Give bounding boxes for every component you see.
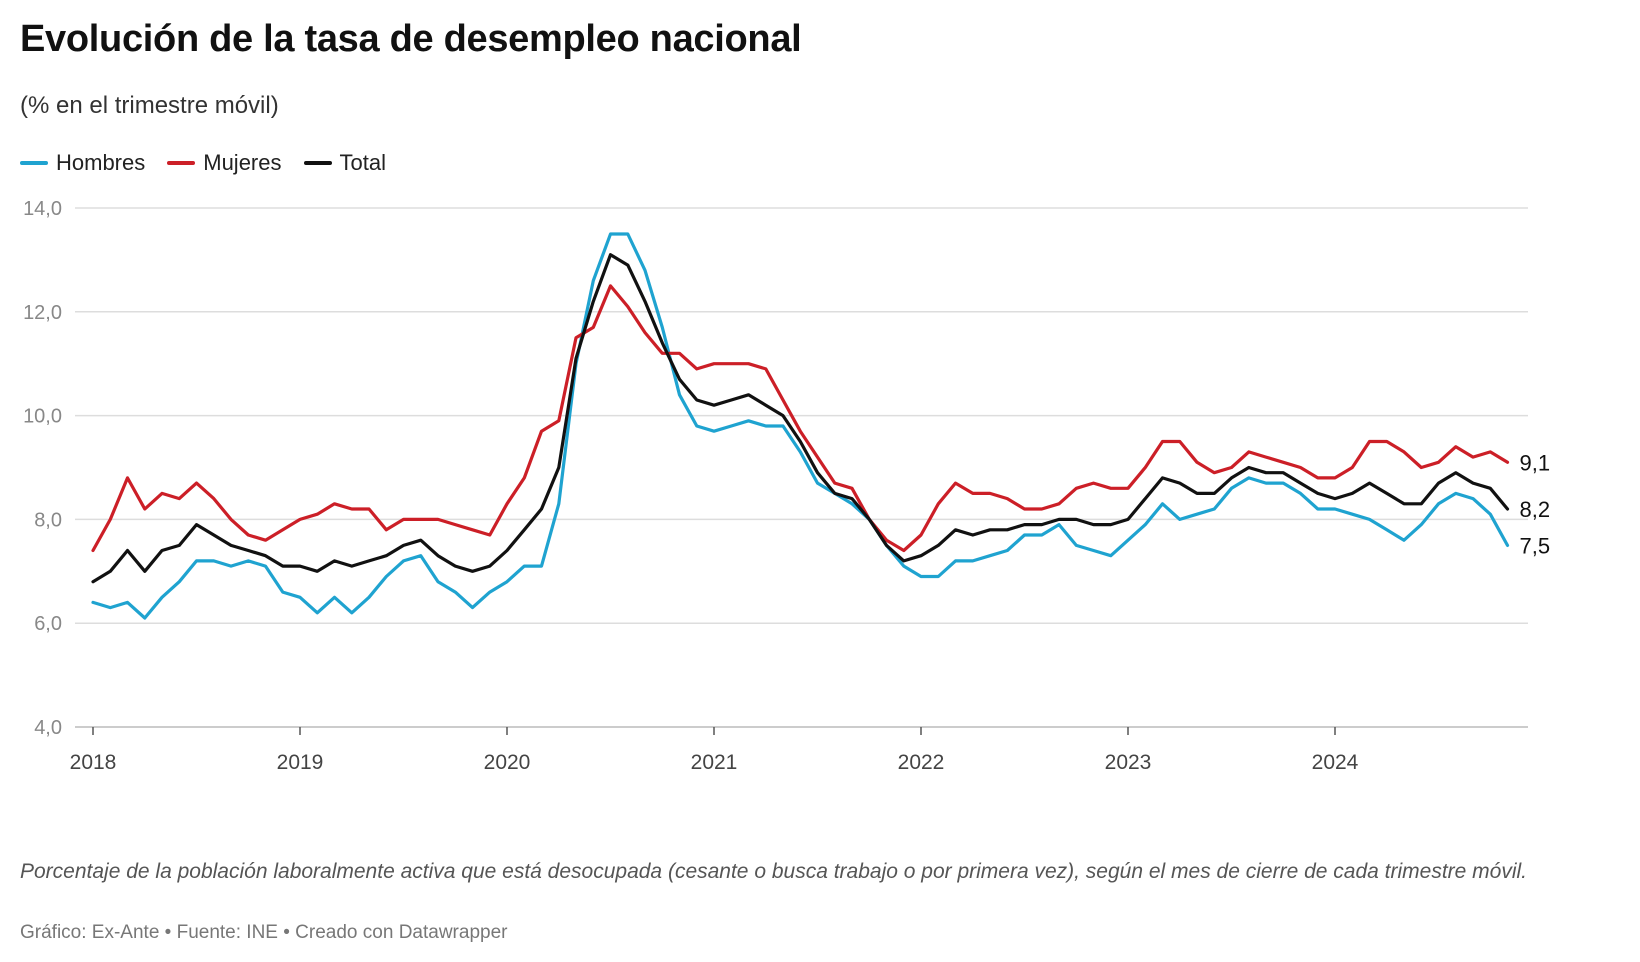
- legend-item-hombres: Hombres: [20, 150, 145, 176]
- chart-footer: Gráfico: Ex-Ante • Fuente: INE • Creado …: [20, 922, 508, 943]
- x-tick-label: 2018: [70, 751, 117, 774]
- series-line-mujeres: [91, 284, 1510, 553]
- legend-swatch-total: [303, 161, 332, 165]
- legend-label-hombres: Hombres: [56, 150, 146, 175]
- series-line-total: [91, 253, 1510, 584]
- y-tick-label: 8,0: [34, 509, 62, 531]
- grid: [75, 207, 1528, 728]
- y-axis-ticks: 4,0 6,0 8,0 10,0 12,0 14,0: [23, 198, 62, 739]
- x-tick-label: 2023: [1105, 751, 1152, 774]
- x-tick-label: 2020: [484, 751, 531, 774]
- legend-swatch-hombres: [20, 161, 48, 165]
- y-tick-label: 4,0: [34, 717, 62, 739]
- x-tick-label: 2021: [691, 751, 738, 774]
- y-tick-label: 14,0: [23, 198, 62, 220]
- chart-note: Porcentaje de la población laboralmente …: [20, 860, 1527, 883]
- chart-title: Evolución de la tasa de desempleo nacion…: [20, 18, 802, 60]
- end-labels: 7,5 9,1 8,2: [1520, 450, 1551, 558]
- x-axis-ticks: 2018 2019 2020 2021 2022 2023 2024: [70, 727, 1359, 774]
- x-tick-label: 2024: [1312, 751, 1359, 774]
- legend-item-total: Total: [303, 150, 386, 176]
- legend-label-mujeres: Mujeres: [203, 150, 282, 175]
- chart-subtitle: (% en el trimestre móvil): [20, 92, 279, 119]
- end-label-hombres: 7,5: [1520, 533, 1551, 558]
- line-chart: 4,06,08,010,012,014,0 2018 2019 2020 2021 20…: [23, 198, 1551, 774]
- series-line-hombres: [91, 232, 1510, 620]
- legend-swatch-mujeres: [167, 161, 196, 165]
- x-tick-label: 2019: [277, 751, 324, 774]
- x-tick-label: 2022: [898, 751, 945, 774]
- y-tick-label: 10,0: [23, 406, 62, 428]
- series-lines: [91, 232, 1510, 620]
- y-tick-label: 12,0: [23, 302, 62, 324]
- legend-label-total: Total: [339, 150, 386, 175]
- y-tick-label: 6,0: [34, 613, 62, 635]
- legend-item-mujeres: Mujeres: [167, 150, 282, 176]
- end-label-total: 8,2: [1520, 497, 1551, 522]
- end-label-mujeres: 9,1: [1520, 450, 1551, 475]
- legend: Hombres Mujeres Total: [20, 150, 386, 176]
